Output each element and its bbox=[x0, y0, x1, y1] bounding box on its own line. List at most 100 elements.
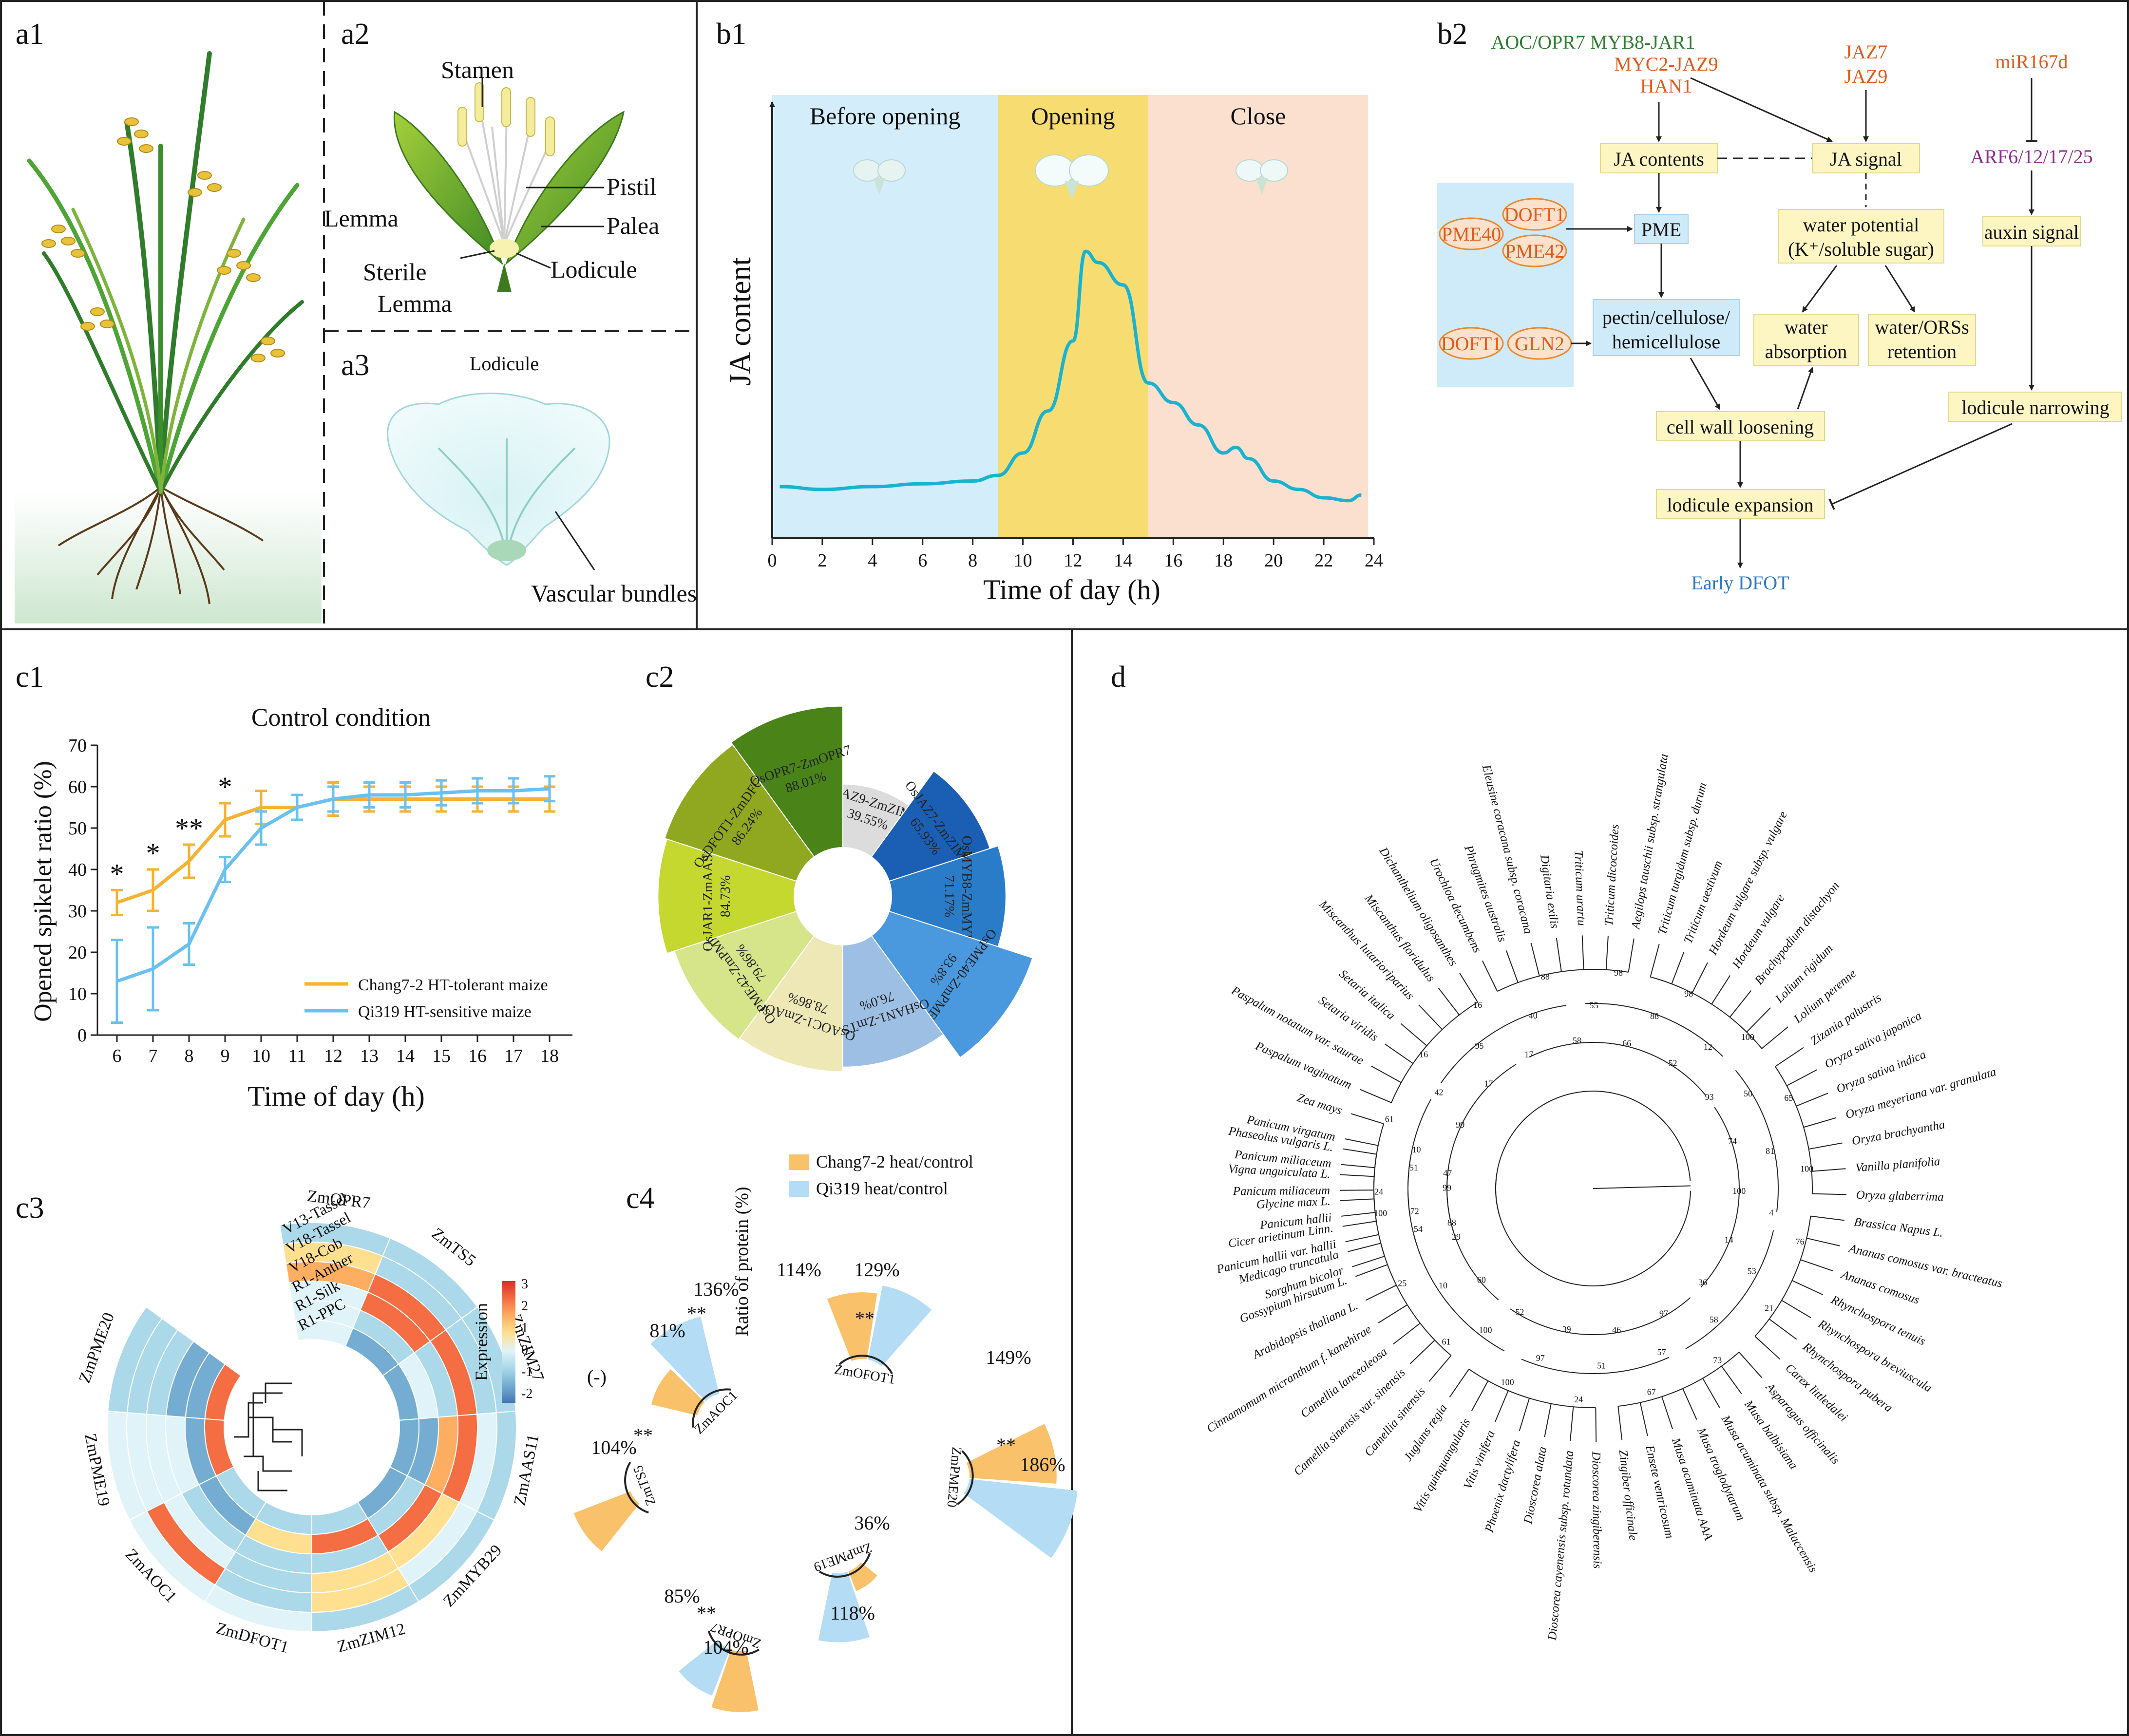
c4-value-label: 118% bbox=[830, 1602, 875, 1624]
c4-bar bbox=[711, 1649, 759, 1712]
tree-tip-branch bbox=[1721, 1366, 1742, 1395]
bootstrap-value: 40 bbox=[1529, 1011, 1538, 1020]
b1-tick-label: 20 bbox=[1264, 550, 1283, 571]
tree-arc bbox=[1413, 1234, 1505, 1352]
tree-tip-label: Zingiber officinale bbox=[1616, 1449, 1640, 1541]
bootstrap-value: 74 bbox=[1728, 1136, 1737, 1146]
panel-label-a1: a1 bbox=[16, 18, 44, 51]
tree-tip-branch bbox=[1775, 1047, 1804, 1067]
c4-significance: ** bbox=[687, 1302, 706, 1324]
bootstrap-value: 4 bbox=[1769, 1208, 1773, 1217]
panel-label-c2: c2 bbox=[646, 660, 674, 694]
bootstrap-value: 47 bbox=[1443, 1168, 1452, 1178]
c4-value-label: 136% bbox=[693, 1278, 739, 1300]
stamen-label: Stamen bbox=[441, 56, 514, 83]
b2-mir167d: miR167d bbox=[1996, 51, 2068, 73]
c4-group-arc bbox=[692, 1388, 731, 1428]
tree-tip-branch bbox=[1768, 1319, 1797, 1340]
water-retention-label: water/ORSs bbox=[1875, 316, 1969, 338]
tree-arc bbox=[1380, 1243, 1452, 1356]
tree-arc bbox=[1754, 1216, 1811, 1337]
floret-illustration: Stamen Pistil Lemma Palea Sterile Lemma … bbox=[324, 56, 659, 317]
opened-spikelet-chart: Control condition 0 10 20 30 40 50 60 70 6 7 8 9 10 1… bbox=[29, 704, 572, 1112]
water-retention-sub: retention bbox=[1887, 340, 1957, 362]
rose-label: OsJAR1-ZmAAS11 84.73% bbox=[701, 841, 733, 951]
bootstrap-value: 25 bbox=[1398, 1278, 1407, 1288]
bootstrap-value: 99 bbox=[1456, 1120, 1464, 1130]
tree-tip-branch bbox=[1343, 1148, 1377, 1155]
tree-tip-branch bbox=[1348, 1243, 1381, 1252]
c1-xtick-label: 9 bbox=[221, 1046, 230, 1066]
c3-gene-label: ZmPME20 bbox=[76, 1310, 118, 1386]
c3-legend-tick: -2 bbox=[521, 1386, 532, 1401]
tree-tip-branch bbox=[1761, 1026, 1788, 1049]
water-retention-box bbox=[1868, 314, 1976, 366]
bootstrap-value: 66 bbox=[1622, 1038, 1631, 1048]
c4-group-arc bbox=[838, 1355, 893, 1375]
tree-tip-branch bbox=[1711, 975, 1730, 1004]
bootstrap-value: 16 bbox=[1473, 1000, 1482, 1010]
c4-value-label: 104% bbox=[591, 1436, 636, 1458]
phase-band bbox=[1148, 95, 1368, 538]
tree-tip-branch bbox=[1393, 1322, 1421, 1345]
tree-tip-branch bbox=[1811, 1168, 1846, 1172]
tree-tip-branch bbox=[1471, 1380, 1489, 1411]
tree-arc bbox=[1529, 1042, 1706, 1096]
pme-box bbox=[1634, 214, 1689, 244]
b1-tick-label: 22 bbox=[1314, 550, 1333, 571]
tree-tip-label: Vitis vinifera bbox=[1461, 1429, 1497, 1491]
c1-xtick-label: 12 bbox=[324, 1046, 342, 1066]
b1-xlabel: Time of day (h) bbox=[983, 574, 1160, 605]
c1-xlabel: Time of day (h) bbox=[247, 1080, 425, 1112]
bootstrap-value: 10 bbox=[1439, 1281, 1447, 1290]
tree-tip-label: Brassica Napus L. bbox=[1853, 1215, 1944, 1240]
phase-labels: Before opening Opening Close bbox=[810, 102, 1286, 130]
bootstrap-value: 55 bbox=[1589, 1000, 1598, 1010]
tree-tip-branch bbox=[1792, 1280, 1824, 1296]
c1-significance-mark: ** bbox=[175, 812, 203, 844]
water-potential-sub: (K⁺/soluble sugar) bbox=[1788, 238, 1934, 260]
pme40-node bbox=[1439, 217, 1504, 250]
cell-wall-box bbox=[1656, 411, 1825, 441]
tree-tip-label: Ensete ventricosum bbox=[1643, 1444, 1676, 1540]
bootstrap-value: 57 bbox=[1657, 1347, 1666, 1357]
tree-tip-branch bbox=[1340, 1198, 1374, 1201]
tree-tip-label: Oryza glaberrima bbox=[1856, 1189, 1944, 1204]
c4-bar bbox=[679, 1640, 730, 1696]
bootstrap-value: 52 bbox=[1669, 1058, 1677, 1068]
tree-tip-branch bbox=[1746, 1007, 1771, 1033]
flower-glyphs bbox=[853, 154, 1288, 200]
c1-legend-2: Qi319 HT-sensitive maize bbox=[358, 1003, 532, 1021]
bootstrap-value: 100 bbox=[1479, 1325, 1492, 1335]
c1-xtick-label: 7 bbox=[149, 1046, 158, 1066]
bootstrap-value: 97 bbox=[1659, 1309, 1668, 1319]
bootstrap-value: 61 bbox=[1385, 1114, 1394, 1124]
bootstrap-value: 53 bbox=[1748, 1266, 1756, 1276]
pathway-diagram: AOC/OPR7 MYB8-JAR1 MYC2-JAZ9 HAN1 JAZ7 J… bbox=[1437, 31, 2122, 594]
flower-icon bbox=[853, 159, 906, 195]
pectin-box bbox=[1593, 299, 1740, 356]
c1-significance-mark: * bbox=[110, 858, 124, 890]
tree-tip-branch bbox=[1729, 990, 1752, 1018]
c1-significance: ***** bbox=[110, 771, 232, 890]
tree-tip-label: Dichanthelium oligosanthes bbox=[1376, 845, 1460, 968]
tree-arc bbox=[1510, 1297, 1691, 1335]
rice-plant-illustration bbox=[15, 51, 322, 623]
pistil-label: Pistil bbox=[607, 173, 657, 200]
tree-tip-branch bbox=[1702, 1378, 1720, 1408]
bootstrap-value: 76 bbox=[1796, 1237, 1805, 1246]
c4-legend: Chang7-2 heat/control Qi319 heat/control bbox=[789, 1152, 973, 1198]
c3-legend-tick: 2 bbox=[521, 1299, 528, 1314]
tree-tip-branch bbox=[1400, 1023, 1427, 1046]
c4-legend-2: Qi319 heat/control bbox=[816, 1179, 948, 1198]
phase-label: Before opening bbox=[810, 102, 961, 130]
c1-ytick-label: 60 bbox=[68, 777, 87, 797]
c1-xtick-label: 17 bbox=[504, 1046, 523, 1066]
rose-center bbox=[794, 848, 892, 945]
pme40-label: PME40 bbox=[1442, 223, 1501, 245]
tree-tip-branch bbox=[1371, 1065, 1402, 1083]
ja-signal-box bbox=[1812, 143, 1920, 173]
